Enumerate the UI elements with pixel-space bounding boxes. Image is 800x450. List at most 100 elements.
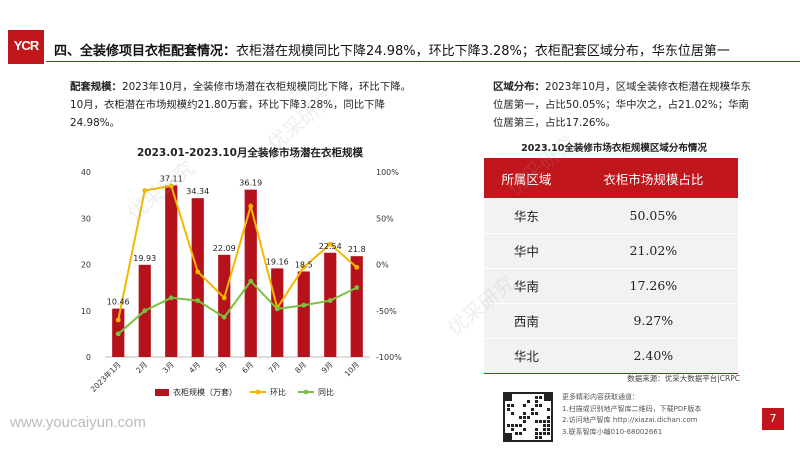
company-logo: YCR (8, 30, 44, 64)
qr-module (547, 416, 550, 419)
qr-info: 更多精彩内容获取通道： 1.扫描或识别地产智库二维码，下载PDF版本 2.访问地… (562, 392, 701, 438)
header-divider (46, 61, 800, 62)
mom-point (115, 317, 121, 323)
mom-point (301, 264, 307, 270)
category-label: 2023年1月 (88, 359, 123, 394)
mom-point (221, 295, 227, 301)
qr-module (547, 428, 550, 431)
qr-module (539, 396, 542, 399)
qr-module (535, 396, 538, 399)
qr-module (507, 424, 510, 427)
qr-module (515, 432, 518, 435)
yoy-point (142, 308, 148, 314)
region-distribution-table: 所属区域 衣柜市场规模占比 华东 50.05% 华中 21.02% 华南 17.26%… (484, 158, 738, 374)
qr-module (531, 412, 534, 415)
qr-module (543, 428, 546, 431)
left-axis-tick: 10 (81, 307, 91, 316)
page-number: 7 (762, 408, 784, 430)
region-cell: 华北 (484, 338, 569, 374)
title-prefix: 四、全装修项目衣柜配套情况： (54, 44, 237, 59)
table-row: 华中 21.02% (484, 233, 738, 269)
qr-module (511, 412, 514, 415)
category-label: 9月 (320, 360, 335, 375)
category-label: 7月 (267, 360, 282, 375)
bar-value-label: 19.93 (133, 254, 156, 263)
qr-module (547, 432, 550, 435)
qr-module (519, 416, 522, 419)
qr-module (539, 404, 542, 407)
mom-point (248, 203, 254, 209)
table-bottom-rule (484, 373, 738, 374)
qr-module (547, 420, 550, 423)
region-cell: 华南 (484, 268, 569, 304)
qr-module (535, 420, 538, 423)
qr-module (523, 404, 526, 407)
qr-module (543, 432, 546, 435)
header-region: 所属区域 (484, 158, 569, 198)
right-axis-tick: 50% (376, 214, 394, 223)
qr-module (515, 424, 518, 427)
data-source: 数据来源：优采大数据平台|CRPC (627, 374, 740, 383)
bar-value-label: 22.54 (319, 242, 342, 251)
table-row: 西南 9.27% (484, 303, 738, 339)
right-axis-tick: -50% (376, 307, 397, 316)
scale-text: 2023年10月，全装修市场潜在衣柜规模同比下降，环比下降。10月，衣柜潜在市场… (70, 81, 411, 129)
qr-module (539, 436, 542, 439)
category-label: 3月 (161, 360, 176, 375)
qr-module (539, 432, 542, 435)
qr-module (535, 436, 538, 439)
qr-module (535, 428, 538, 431)
share-cell: 21.02% (568, 233, 738, 269)
yoy-point (248, 278, 254, 284)
qr-line[interactable]: 2.访问地产智库 http://xiazai.dichan.com (562, 416, 698, 424)
mom-point (168, 183, 174, 189)
qr-module (543, 420, 546, 423)
qr-finder (505, 433, 512, 440)
left-axis-tick: 0 (86, 353, 91, 362)
region-paragraph: 区域分布：2023年10月，区域全装修衣柜潜在规模华东位居第一，占比50.05%… (493, 78, 753, 132)
qr-finder (505, 394, 512, 401)
bar (165, 185, 178, 357)
right-axis-tick: 0% (376, 261, 389, 270)
qr-module (535, 400, 538, 403)
category-label: 8月 (293, 360, 308, 375)
qr-module (511, 424, 514, 427)
bar-value-label: 22.09 (213, 244, 236, 253)
qr-line: 1.扫描或识别地产智库二维码，下载PDF版本 (562, 404, 702, 413)
table-row: 华北 2.40% (484, 338, 738, 374)
bar-value-label: 34.34 (186, 187, 209, 196)
bar-value-label: 18.5 (295, 260, 313, 269)
qr-module (527, 416, 530, 419)
qr-code[interactable] (503, 392, 553, 442)
yoy-point (221, 314, 227, 320)
bar-value-label: 37.11 (160, 174, 183, 183)
title-summary: 衣柜潜在规模同比下降24.98%，环比下降3.28%；衣柜配套区域分布，华东位居… (236, 44, 730, 59)
yoy-line (117, 279, 358, 335)
qr-module (547, 424, 550, 427)
bar (297, 271, 310, 357)
bar (191, 198, 204, 357)
qr-module (511, 404, 514, 407)
qr-module (523, 412, 526, 415)
bar (218, 254, 231, 357)
qr-module (511, 428, 514, 431)
bar-value-label: 36.19 (239, 179, 262, 188)
table-header-row: 所属区域 衣柜市场规模占比 (484, 158, 738, 198)
share-cell: 50.05% (568, 198, 738, 234)
bar (271, 268, 284, 357)
qr-module (519, 424, 522, 427)
qr-module (543, 424, 546, 427)
left-axis-tick: 40 (81, 168, 91, 177)
yoy-point (195, 298, 201, 303)
left-axis-tick: 30 (81, 214, 91, 223)
legend-label: 衣柜规模（万套） (173, 387, 237, 397)
legend-swatch-point (303, 389, 309, 395)
region-cell: 西南 (484, 303, 569, 339)
qr-module (535, 412, 538, 415)
website-link[interactable]: www.youcaiyun.com (10, 414, 146, 431)
region-cell: 华东 (484, 198, 569, 234)
combo-chart: 0 10 20 30 40 -100% -50% 0% 50% 100% 10.46 19.93 37.… (81, 168, 402, 397)
chart-title: 2023.01-2023.10月全装修市场潜在衣柜规模 (136, 147, 363, 159)
qr-module (547, 408, 550, 411)
category-label: 2月 (134, 360, 149, 375)
